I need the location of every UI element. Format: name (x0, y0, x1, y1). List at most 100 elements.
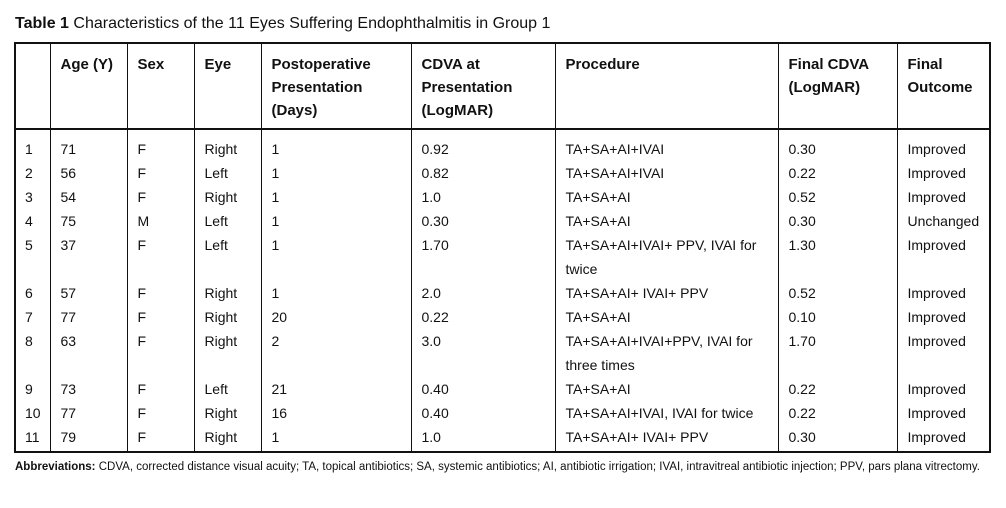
table-cell: 2 (14, 161, 50, 185)
table-cell: F (126, 185, 194, 209)
table-row: 11 79 F Right 1 1.0 TA+SA+AI+ IVAI+ PPV 0.30 Imp… (14, 425, 990, 452)
table-cell: TA+SA+AI (554, 305, 778, 329)
table-cell: 0.10 (777, 305, 897, 329)
table-cell: TA+SA+AI (554, 185, 778, 209)
table-cell: 0.30 (777, 209, 897, 233)
footnote-text: CDVA, corrected distance visual acuity; … (98, 461, 980, 473)
column-header (14, 43, 50, 130)
table-cell: Improved (896, 305, 990, 329)
table-cell: 0.82 (410, 161, 555, 185)
column-header: Procedure (554, 43, 778, 130)
table-cell: 1.30 (777, 233, 897, 281)
footnote-label: Abbreviations: (15, 461, 96, 473)
table-cell: F (126, 377, 194, 401)
table-title: Characteristics of the 11 Eyes Suffering… (73, 15, 551, 32)
table-cell: 0.22 (777, 401, 897, 425)
table-cell: Improved (896, 129, 990, 161)
table-cell: 0.52 (777, 185, 897, 209)
table-cell: F (126, 305, 194, 329)
table-cell: 0.22 (777, 377, 897, 401)
table-cell: Improved (896, 425, 990, 452)
table-cell: 3.0 (410, 329, 555, 377)
table-cell: Improved (896, 233, 990, 281)
table-row: 9 73 F Left 21 0.40 TA+SA+AI 0.22 Improved (14, 377, 990, 401)
table-cell: 20 (260, 305, 411, 329)
table-cell: 9 (14, 377, 50, 401)
table-cell: 0.92 (410, 129, 555, 161)
footnote: Abbreviations: CDVA, corrected distance … (15, 458, 990, 477)
column-header: CDVA at Presentation (LogMAR) (410, 43, 555, 130)
table-cell: F (126, 425, 194, 452)
table-cell: 54 (49, 185, 127, 209)
table-row: 2 56 F Left 1 0.82 TA+SA+AI+IVAI 0.22 Improved (14, 161, 990, 185)
table-body: 1 71 F Right 1 0.92 TA+SA+AI+IVAI 0.30 Improved 2… (14, 129, 990, 452)
table-cell: 79 (49, 425, 127, 452)
table-row: 1 71 F Right 1 0.92 TA+SA+AI+IVAI 0.30 Improved (14, 129, 990, 161)
table-cell: 77 (49, 401, 127, 425)
table-cell: 75 (49, 209, 127, 233)
table-cell: 10 (14, 401, 50, 425)
column-header: Final Outcome (896, 43, 990, 130)
table-cell: F (126, 329, 194, 377)
table-cell: 2.0 (410, 281, 555, 305)
table-cell: Right (193, 129, 261, 161)
table-cell: 1 (260, 185, 411, 209)
table-cell: Left (193, 233, 261, 281)
table-row: 5 37 F Left 1 1.70 TA+SA+AI+IVAI+ PPV, IVAI fo… (14, 233, 990, 281)
table-cell: 0.30 (777, 425, 897, 452)
table-cell: 0.40 (410, 377, 555, 401)
table-cell: Left (193, 377, 261, 401)
table-cell: TA+SA+AI+ IVAI+ PPV (554, 281, 778, 305)
column-header: Postoperative Presentation (Days) (260, 43, 411, 130)
table-cell: 4 (14, 209, 50, 233)
table-cell: Improved (896, 161, 990, 185)
table-cell: Improved (896, 377, 990, 401)
table-cell: M (126, 209, 194, 233)
table-cell: TA+SA+AI+ IVAI+ PPV (554, 425, 778, 452)
table-cell: TA+SA+AI+IVAI+ PPV, IVAI for twice (554, 233, 778, 281)
table-cell: 73 (49, 377, 127, 401)
table-cell: 57 (49, 281, 127, 305)
table-cell: 1 (14, 129, 50, 161)
table-cell: F (126, 161, 194, 185)
table-cell: 11 (14, 425, 50, 452)
characteristics-table: Age (Y) Sex Eye Postoperative Presentation … (14, 42, 991, 453)
table-cell: F (126, 233, 194, 281)
table-cell: F (126, 281, 194, 305)
table-cell: Right (193, 281, 261, 305)
table-row: 3 54 F Right 1 1.0 TA+SA+AI 0.52 Improved (14, 185, 990, 209)
table-cell: 1.70 (777, 329, 897, 377)
table-cell: 0.30 (410, 209, 555, 233)
table-cell: TA+SA+AI+IVAI, IVAI for twice (554, 401, 778, 425)
table-cell: 1.0 (410, 425, 555, 452)
table-cell: Right (193, 185, 261, 209)
table-cell: Right (193, 401, 261, 425)
table-cell: 0.22 (410, 305, 555, 329)
table-cell: 5 (14, 233, 50, 281)
table-cell: Improved (896, 185, 990, 209)
table-cell: 77 (49, 305, 127, 329)
table-cell: 56 (49, 161, 127, 185)
table-cell: Right (193, 329, 261, 377)
column-header: Eye (193, 43, 261, 130)
table-cell: Right (193, 305, 261, 329)
table-cell: F (126, 129, 194, 161)
table-cell: 0.40 (410, 401, 555, 425)
table-cell: 3 (14, 185, 50, 209)
table-row: 7 77 F Right 20 0.22 TA+SA+AI 0.10 Improved (14, 305, 990, 329)
table-cell: 0.52 (777, 281, 897, 305)
table-cell: Improved (896, 329, 990, 377)
table-row: 4 75 M Left 1 0.30 TA+SA+AI 0.30 Unchanged (14, 209, 990, 233)
table-cell: Improved (896, 281, 990, 305)
table-cell: 1 (260, 425, 411, 452)
column-header: Age (Y) (49, 43, 127, 130)
table-caption: Table 1 Characteristics of the 11 Eyes S… (15, 15, 550, 33)
table-cell: 16 (260, 401, 411, 425)
table-cell: 63 (49, 329, 127, 377)
table-cell: F (126, 401, 194, 425)
table-cell: 1.70 (410, 233, 555, 281)
table-cell: 0.30 (777, 129, 897, 161)
table-row: 6 57 F Right 1 2.0 TA+SA+AI+ IVAI+ PPV 0.52 Impr… (14, 281, 990, 305)
table-cell: 71 (49, 129, 127, 161)
table-cell: 1 (260, 209, 411, 233)
